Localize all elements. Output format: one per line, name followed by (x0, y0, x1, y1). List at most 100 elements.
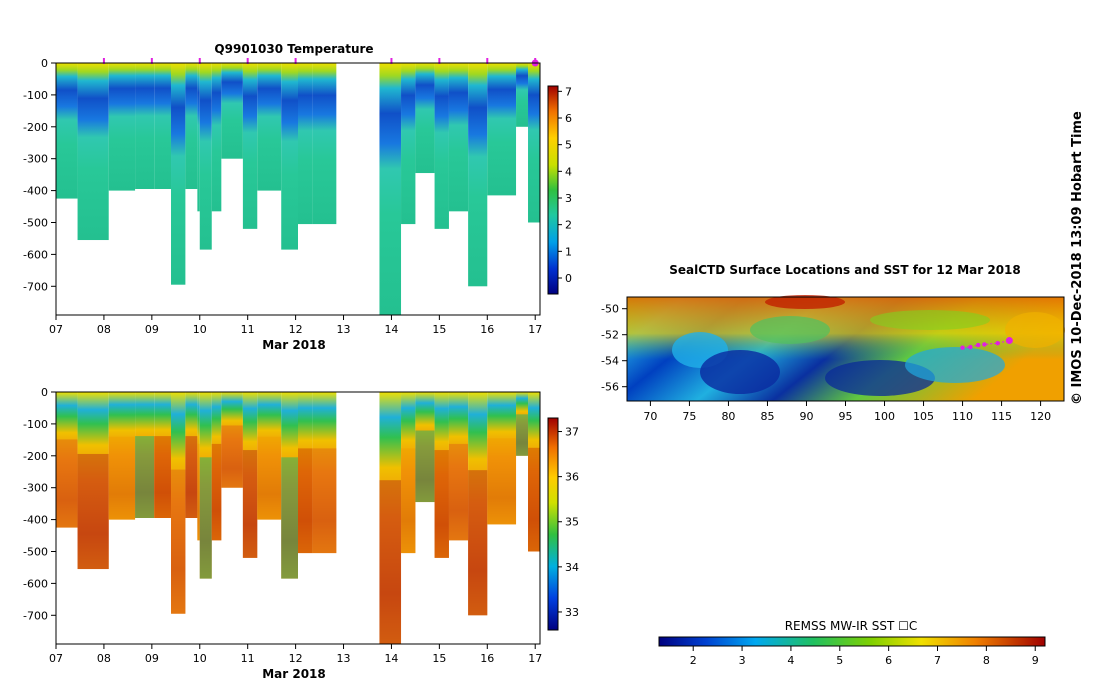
sst-colorbar-tick-label: 8 (983, 654, 990, 667)
salinity-profile-band (401, 448, 416, 554)
colorbar-tick-label: 0 (565, 272, 572, 285)
x-tick-label: 10 (193, 323, 207, 336)
temperature-profile-column (221, 63, 243, 159)
sst-map-panel: SealCTD Surface Locations and SST for 12… (601, 263, 1065, 667)
sst-map-x-axis: 70 75 80 85 90 95 100 105 110 115 120 (643, 401, 1051, 423)
colorbar-tick-label: 35 (565, 516, 579, 529)
map-x-tick-label: 70 (643, 410, 657, 423)
temperature-profile-column (199, 63, 212, 250)
sst-colorbar-title: REMSS MW-IR SST ☐C (785, 619, 918, 633)
temperature-profile-column (516, 63, 529, 127)
sst-patch (700, 350, 780, 394)
x-tick-label: 08 (97, 323, 111, 336)
x-tick-label: 07 (49, 323, 63, 336)
salinity-y-axis: 0 -100 -200 -300 -400 -500 -600 -700 (23, 386, 56, 622)
seal-location (975, 342, 981, 348)
temperature-colorbar (547, 85, 559, 295)
sst-map-image (627, 295, 1065, 401)
salinity-profile-band (415, 430, 435, 503)
sst-map-title: SealCTD Surface Locations and SST for 12… (669, 263, 1021, 277)
temperature-profile-column (197, 63, 200, 212)
temperature-profile-column (185, 63, 198, 189)
colorbar-tick-label: 7 (565, 85, 572, 98)
salinity-profile-band (242, 450, 258, 558)
temperature-profile-column (211, 63, 222, 212)
map-y-tick-label: -54 (601, 355, 619, 368)
map-x-tick-label: 95 (839, 410, 853, 423)
temperature-profile-column (448, 63, 469, 212)
salinity-profile-band (56, 439, 78, 528)
salinity-profile-band (185, 436, 198, 518)
map-x-tick-label: 120 (1030, 410, 1051, 423)
salinity-profile-band (281, 457, 298, 579)
salinity-profile-band (171, 469, 186, 614)
salinity-profile-band (199, 457, 212, 579)
y-tick-label: -500 (23, 216, 48, 229)
salinity-panel: 07 08 09 10 11 12 13 14 15 16 17 0 -100 -200 -300 -400… (23, 386, 579, 681)
salinity-colorbar (547, 417, 559, 631)
y-tick-label: 0 (41, 57, 48, 70)
x-tick-label: 14 (384, 323, 398, 336)
seal-track (960, 337, 1013, 350)
sst-patch (750, 316, 830, 344)
salinity-profile-band (221, 425, 243, 488)
sst-colorbar-ticks: 2 3 4 5 6 7 8 9 (690, 646, 1039, 667)
salinity-profile-band (516, 414, 529, 456)
salinity-profile-band (379, 480, 402, 644)
salinity-profile-band (312, 448, 337, 554)
temperature-profile-column (528, 63, 540, 223)
colorbar-tick-label: 1 (565, 245, 572, 258)
temperature-profile-column (242, 63, 258, 229)
x-tick-label: 09 (145, 652, 159, 665)
temperature-profile-column (108, 63, 136, 191)
x-tick-label: 12 (289, 652, 303, 665)
temperature-x-axis-label: Mar 2018 (262, 338, 326, 352)
y-tick-label: -100 (23, 89, 48, 102)
x-tick-label: 14 (384, 652, 398, 665)
sst-patch (1005, 312, 1065, 348)
x-tick-label: 08 (97, 652, 111, 665)
salinity-plot-frame (55, 391, 541, 645)
sst-colorbar-tick-label: 4 (787, 654, 794, 667)
salinity-profile-band (108, 436, 136, 520)
salinity-profile-band (487, 438, 517, 525)
temperature-y-axis: 0 -100 -200 -300 -400 -500 -600 -700 (23, 57, 56, 293)
y-tick-label: -400 (23, 185, 48, 198)
colorbar-tick-label: 5 (565, 139, 572, 152)
y-tick-label: 0 (41, 386, 48, 399)
x-tick-label: 15 (432, 652, 446, 665)
seal-location (995, 340, 1000, 346)
sst-patch (870, 310, 990, 330)
y-tick-label: -600 (23, 248, 48, 261)
salinity-colorbar-ticks: 33 34 35 36 37 (558, 426, 579, 619)
map-x-tick-label: 85 (760, 410, 774, 423)
colorbar-tick-label: 2 (565, 219, 572, 232)
map-y-tick-label: -50 (601, 303, 619, 316)
temperature-profile-column (154, 63, 172, 189)
x-tick-label: 13 (337, 652, 351, 665)
x-tick-label: 12 (289, 323, 303, 336)
y-tick-label: -700 (23, 609, 48, 622)
sst-colorbar-tick-label: 9 (1032, 654, 1039, 667)
salinity-profile-band (448, 443, 469, 541)
salinity-profile-band (77, 453, 109, 570)
map-x-tick-label: 75 (682, 410, 696, 423)
y-tick-label: -700 (23, 280, 48, 293)
temperature-profile-column (312, 63, 337, 225)
temperature-chart-title: Q9901030 Temperature (214, 42, 373, 56)
sst-colorbar-tick-label: 3 (739, 654, 746, 667)
sst-colorbar-tick-label: 5 (836, 654, 843, 667)
map-y-tick-label: -52 (601, 329, 619, 342)
temperature-profile-column (468, 63, 488, 287)
map-x-tick-label: 115 (991, 410, 1012, 423)
sst-patch (765, 295, 845, 309)
sst-colorbar-tick-label: 7 (934, 654, 941, 667)
temperature-plot-frame (55, 62, 541, 316)
sst-colorbar-tick-label: 6 (885, 654, 892, 667)
colorbar-tick-label: 37 (565, 426, 579, 439)
x-tick-label: 11 (241, 652, 255, 665)
seal-location (1005, 337, 1013, 345)
salinity-x-axis-label: Mar 2018 (262, 667, 326, 681)
salinity-profile-band (528, 447, 540, 552)
salinity-profile-band (197, 443, 200, 541)
